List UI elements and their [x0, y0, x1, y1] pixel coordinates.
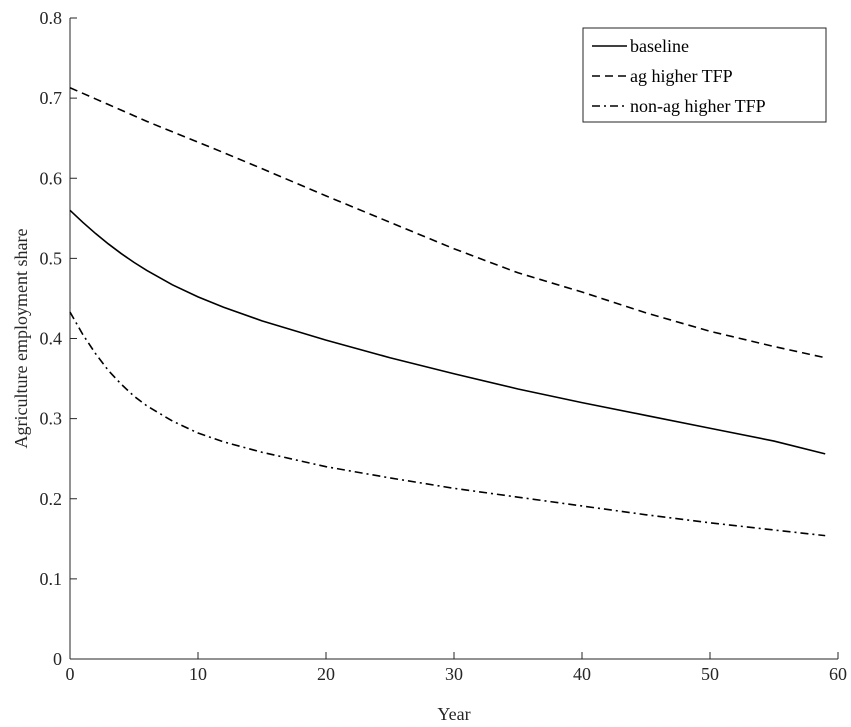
y-tick-label: 0.7 [40, 88, 63, 108]
legend-label: non-ag higher TFP [630, 96, 766, 116]
y-tick-label: 0.1 [40, 569, 63, 589]
y-tick-label: 0.3 [40, 409, 63, 429]
tick-labels: 0 10 20 30 40 50 60 0 0.1 0.2 0.3 0.4 0.5 0.6 0.7 0.8 [40, 8, 848, 684]
y-tick-label: 0.4 [40, 329, 63, 349]
series-line-2 [69, 311, 826, 537]
x-tick-label: 50 [701, 664, 719, 684]
series-line-1 [69, 86, 826, 359]
y-tick-label: 0.6 [40, 168, 63, 188]
y-axis-title: Agriculture employment share [11, 229, 31, 449]
y-tick-label: 0.5 [40, 248, 63, 268]
axes [69, 17, 839, 660]
x-tick-label: 30 [445, 664, 463, 684]
legend-label: baseline [630, 36, 689, 56]
x-tick-label: 20 [317, 664, 335, 684]
x-tick-label: 60 [829, 664, 847, 684]
x-tick-label: 0 [66, 664, 75, 684]
legend-label: ag higher TFP [630, 66, 733, 86]
y-tick-label: 0.8 [40, 8, 63, 28]
series-lines [69, 86, 826, 537]
series-line-0 [69, 209, 826, 455]
x-axis-title: Year [437, 704, 470, 724]
x-tick-label: 40 [573, 664, 591, 684]
legend: baseline ag higher TFP non-ag higher TFP [582, 27, 827, 123]
y-tick-label: 0 [53, 649, 62, 669]
x-tick-label: 10 [189, 664, 207, 684]
y-tick-label: 0.2 [40, 489, 63, 509]
